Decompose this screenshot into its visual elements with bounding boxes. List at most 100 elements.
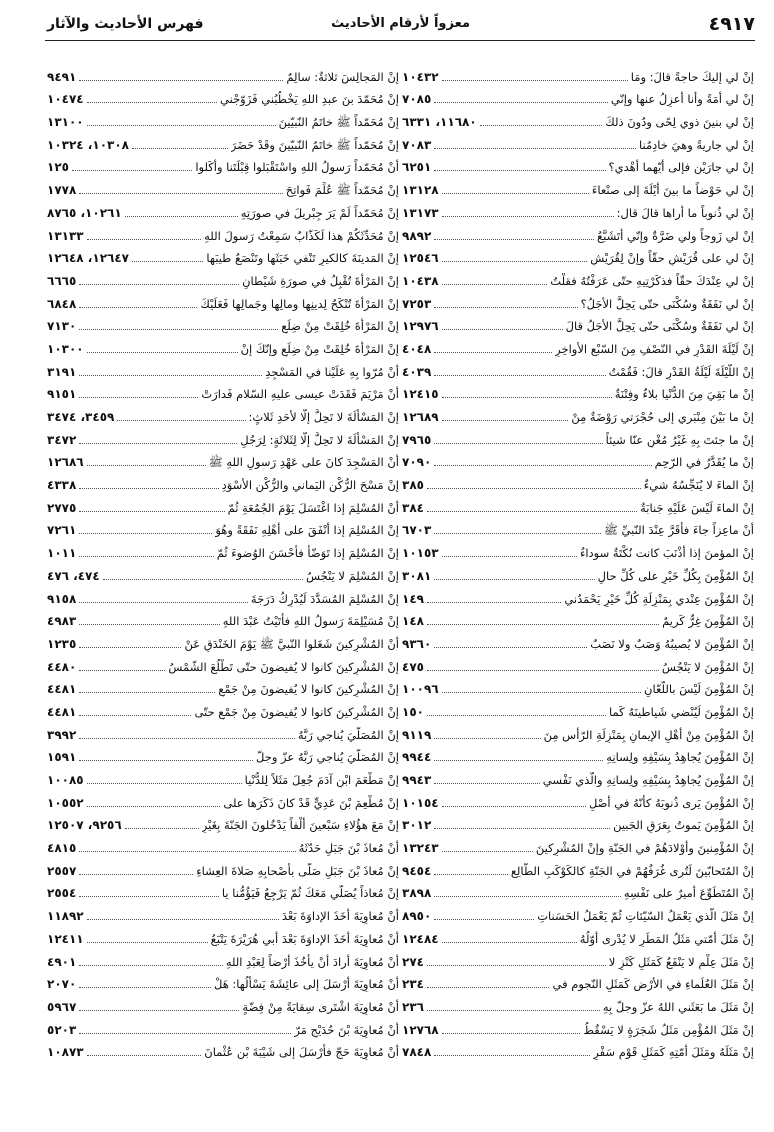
index-entry: إنْ المَسْألَةَ لا تَحِلُّ إلّا لِثَلاثَ…	[47, 425, 399, 448]
dot-leader	[426, 987, 550, 989]
hadith-incipit: إنْ مُحَمّداً ﷺ خاتَمُ النّبيّينَ وقَدْ …	[230, 137, 399, 152]
hadith-incipit: أنْ مُعاوِيَةَ أخَذَ الإداوَةَ بَعْدَ	[281, 909, 399, 924]
index-column-right: إنْ لي إليكَ حاجةً قالَ: ومَا ١٠٤٣٢ إنْ لي…	[402, 62, 754, 1060]
index-entry: إنْ لي جاريةً وهيَ خادِمُنا ٧٠٨٣	[402, 130, 754, 153]
index-entry: إنْ مُعاذَ بْنَ جَبَلٍ صَلّى بأصْحابِهِ …	[47, 856, 399, 879]
hadith-number: ٩٣٦٠	[402, 636, 432, 651]
index-entry: إنْ المَجالِسَ ثلاثةٌ: سالِمٌ ٩٤٩١	[47, 62, 399, 85]
dot-leader	[441, 851, 533, 853]
index-entry: إنْ المُشْرِكينَ كانوا لا يُفيضونَ مِنْ …	[47, 675, 399, 698]
dot-leader	[441, 420, 569, 421]
dot-leader	[441, 805, 586, 807]
hadith-number: ٣٤٥٩، ٣٤٧٤	[47, 410, 115, 424]
hadith-number: ٢٧٤	[402, 954, 424, 969]
hadith-number: ١٧٧٨	[47, 183, 77, 198]
hadith-incipit: إنْ المُؤْمِنَ لَيُنْضي شَياطينَهُ كَما	[609, 704, 754, 719]
hadith-number: ١٠٣٠٠	[47, 341, 84, 356]
dot-leader	[434, 760, 604, 762]
hadith-incipit: إنْ لي عِنْدَكَ حقّاً فذكَرْتِيهِ حتّى ع…	[550, 273, 754, 288]
hadith-number: ١٤٨	[402, 614, 424, 629]
book-title: فهرس الأحاديث والآثار	[47, 16, 204, 32]
hadith-number: ١١٦٨٠، ٦٣٣١	[402, 115, 477, 130]
hadith-number: ١٢٤١١	[47, 931, 84, 946]
index-entry: إنْ مُحَمّداً لَمْ يَرَ جِبْريلَ في صورَ…	[47, 198, 399, 221]
hadith-incipit: إنْ مُحَمّدَ بنَ عبدِ اللهِ يَخْطُبُني ف…	[220, 92, 399, 107]
hadith-incipit: إنْ المُؤْمِنَ يُجاهِدُ بِسَيْفِهِ ولِسا…	[606, 750, 754, 765]
hadith-number: ٤٤٨٠	[47, 659, 77, 674]
hadith-number: ٢٣٦	[402, 999, 424, 1014]
index-entry: إنْ مَثَلَ الّذي يَعْمَلُ السّيّئاتِ ثُم…	[402, 901, 754, 924]
hadith-incipit: إنْ مُحَمّداً لَمْ يَرَ جِبْريلَ في صورَ…	[240, 205, 399, 220]
index-entry: إنْ لي إليكَ حاجةً قالَ: ومَا ١٠٤٣٢	[402, 62, 754, 85]
index-entry: إنْ المَسْألَةَ لا تَحِلُّ إلّا لأحَدِ ث…	[47, 402, 399, 425]
hadith-number: ٧٢٦١	[47, 523, 77, 538]
index-entry: إنْ ما جئتَ بِهِ غَيْرُ مُغْنٍ عنّا شيئا…	[402, 425, 754, 448]
index-entry: إنْ المُؤْمِنَ يَموتُ بِعَرَقِ الجَبينِ ٣…	[402, 811, 754, 834]
dot-leader	[434, 873, 508, 875]
index-entry: أنْ مَرْيَمَ فَقَدَتْ عيسى عليهِ السّلام…	[47, 380, 399, 403]
index-entry: إنْ المُسْلِمَ لا يَنْجُسُ ٤٧٤، ٤٧٦	[47, 561, 399, 584]
hadith-incipit: إنْ مُعاذاً يُصَلّي مَعَكَ ثُمّ يَرْجِعُ…	[221, 886, 399, 901]
hadith-incipit: أنْ المَسْجِدَ كانَ على عَهْدِ رَسولِ ال…	[208, 455, 399, 470]
index-entry: إنْ المُؤْمِنَ لَيُنْضي شَياطينَهُ كَما ١…	[402, 697, 754, 720]
hadith-incipit: إنْ المُؤْمِنَ يَرى ذُنوبَهُ كأنّهُ في أ…	[588, 795, 754, 810]
index-entry: إنْ ما يُقَدَّرُ في الرّحِمِ ٧٠٩٠	[402, 448, 754, 471]
dot-leader	[124, 215, 238, 217]
hadith-number: ١٠٨٧٣	[47, 1045, 84, 1060]
hadith-number: ١١٨٩٢	[47, 909, 84, 924]
hadith-number: ٣٠٨١	[402, 568, 432, 583]
hadith-incipit: إنْ لي إليكَ حاجةً قالَ: ومَا	[630, 69, 754, 84]
dot-leader	[441, 329, 563, 331]
hadith-number: ١٣١٢٨	[402, 183, 439, 198]
dot-leader	[102, 578, 303, 580]
hadith-number: ٧١٣٠	[47, 319, 77, 334]
index-entry: إنْ لي نَفَقَةٌ وسُكْنَى حتّى يَحِلَّ ال…	[402, 289, 754, 312]
hadith-number: ٩١١٩	[402, 727, 432, 742]
dot-leader	[434, 170, 606, 172]
dot-leader	[434, 578, 595, 580]
dot-leader	[434, 351, 553, 353]
hadith-incipit: إنْ لَيْلَةَ القَدْرِ في النّصْفِ مِنَ ا…	[555, 341, 754, 356]
hadith-incipit: إنْ المُؤْمِنَ لا يُصيبُهُ وَصَبٌ ولا نَ…	[590, 636, 754, 651]
dot-leader	[79, 669, 166, 671]
hadith-incipit: أنْ مُعاوِيَةَ أرْسَلَ إلى عائِشَةَ يَسْ…	[214, 977, 399, 992]
index-entry: إنْ مَثَلَ المُؤْمِنِ مَثَلُ شَجَرَةٍ لا…	[402, 1015, 754, 1038]
dot-leader	[441, 283, 548, 285]
hadith-number: ١٢٦٤٧، ١٢٦٤٨	[47, 251, 129, 266]
dot-leader	[441, 79, 628, 81]
hadith-incipit: أنْ مُعاذَ بْنَ جَبَلٍ حَدّثَهُ	[298, 841, 399, 856]
hadith-number: ٩٨٩٢	[402, 228, 432, 243]
hadith-incipit: إنْ المَرْأةَ خُلِقَتْ مِنْ ضِلَعٍ	[281, 319, 399, 334]
dot-leader	[441, 1032, 581, 1034]
hadith-incipit: إنْ مُطْعِمَ بْنَ عَدِيٍّ قَدْ كانَ ذَكَ…	[223, 795, 399, 810]
hadith-incipit: إنْ ما بَقِيَ مِنَ الدُّنْيا بلاءٌ وفِتْ…	[614, 387, 754, 402]
hadith-incipit: إنْ مُسَيْلِمَةَ رَسولُ اللهِ فأتَيْتُ ع…	[222, 614, 399, 629]
hadith-number: ١٢٦٨٦	[47, 455, 84, 470]
hadith-number: ١٠٤٧٤	[47, 92, 84, 107]
hadith-number: ١٢٧٦٨	[402, 1022, 439, 1037]
index-entry: أنْ مُعاوِيَةَ أرادَ أنْ يأخُذَ أرْضاً ل…	[47, 947, 399, 970]
dot-leader	[426, 601, 562, 603]
index-entry: إنْ المَرْأةَ خُلِقَتْ مِنْ ضِلَعٍ وإنّك…	[47, 334, 399, 357]
hadith-incipit: إنْ المُؤْمِنَ يَموتُ بِعَرَقِ الجَبينِ	[613, 818, 754, 833]
dot-leader	[79, 510, 225, 512]
index-entry: إنْ المُؤْمِنَ مِنْ أهْلِ الإيمانِ بِمَن…	[402, 720, 754, 743]
hadith-incipit: إنْ المُسْلِمَ إذا تَوَضّأَ فأحْسَنَ الو…	[216, 546, 399, 561]
dot-leader	[434, 646, 588, 648]
dot-leader	[434, 147, 637, 149]
index-entry: إنْ المُؤْمِنَ لَيْسَ باللّعّانِ ١٠٠٩٦	[402, 675, 754, 698]
hadith-incipit: إنْ المُشْرِكينَ كانوا لا يُفيضونَ حتّى …	[168, 659, 399, 674]
hadith-number: ١٠١١	[47, 546, 77, 561]
hadith-incipit: إنْ المُصَلّيَ يُناجي رَبَّهُ عزّ وجلّ	[256, 750, 399, 765]
hadith-incipit: أنْ مُعاوِيَةَ أرادَ أنْ يأخُذَ أرْضاً ل…	[225, 954, 399, 969]
dot-leader	[86, 919, 279, 921]
hadith-incipit: إنْ لي زَوجاً ولي ضَرَّةٌ وإنّي أتَشَبَّ…	[597, 228, 754, 243]
dot-leader	[79, 646, 182, 648]
index-entry: إنْ اللّيْلَةَ لَيْلَةُ القَدْرِ قالَ: ف…	[402, 357, 754, 380]
index-entry: إنْ مُحَمّدَ بنَ عبدِ اللهِ يَخْطُبُني ف…	[47, 85, 399, 108]
hadith-incipit: أنْ مُعاوِيَةَ حَجّ فأرْسَلَ إلى شَيْبَة…	[204, 1045, 399, 1060]
dot-leader	[434, 238, 595, 240]
hadith-incipit: إنْ المُسْلِمَ المُسَدَّدَ لَيُدْرِكُ دَ…	[250, 591, 399, 606]
dot-leader	[434, 783, 540, 784]
hadith-number: ٨٩٥٠	[402, 909, 432, 924]
